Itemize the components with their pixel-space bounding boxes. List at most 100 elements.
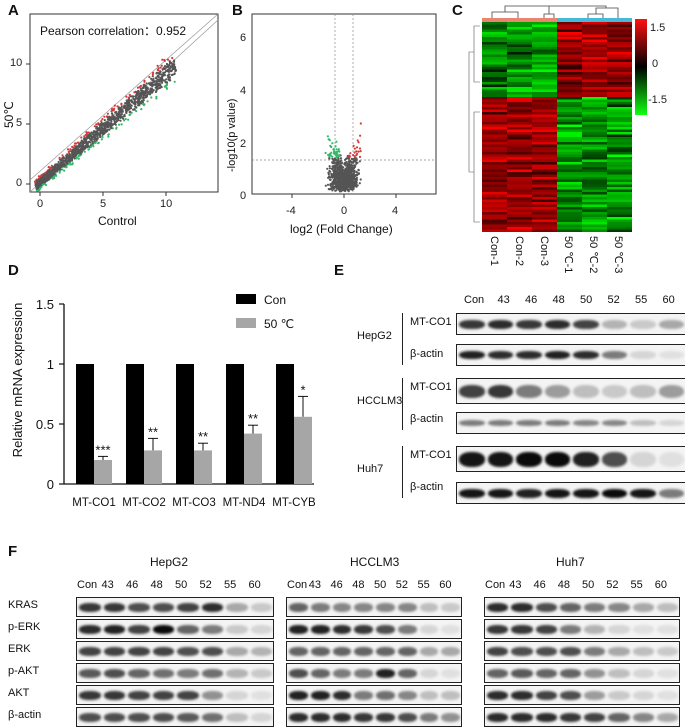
heatmap-cell xyxy=(482,197,507,200)
panel-f-lane-label: 46 xyxy=(330,579,343,591)
heatmap-cell xyxy=(607,204,632,208)
volcano-point xyxy=(333,150,336,153)
panel-f-blot xyxy=(76,619,274,639)
heatmap-cell xyxy=(532,169,557,173)
heatmap-cell xyxy=(532,74,557,78)
panel-f-lane-label: Con xyxy=(287,579,308,591)
significance-label: * xyxy=(300,382,305,397)
blot-band xyxy=(332,668,352,678)
heatmap-cell xyxy=(532,24,557,28)
scatter-point xyxy=(173,72,176,75)
panel-f-lane-label: 60 xyxy=(654,579,667,591)
heatmap-cell xyxy=(607,37,632,40)
heatmap-cell xyxy=(607,97,632,100)
blot-band xyxy=(487,319,513,329)
heatmap-cell xyxy=(607,67,632,70)
volcano-point xyxy=(347,175,350,178)
heatmap-cell xyxy=(482,164,507,168)
panel-f-blot xyxy=(286,707,462,727)
heatmap-cell xyxy=(557,179,582,183)
bar-heat xyxy=(244,433,262,484)
blot-band xyxy=(250,646,272,656)
heatmap-cell xyxy=(582,117,607,120)
heatmap-cell xyxy=(532,109,557,113)
heatmap-cell xyxy=(532,104,557,108)
volcano-point xyxy=(335,171,338,174)
panel-c-colorbar xyxy=(635,19,647,115)
panel-f-blot xyxy=(484,641,680,661)
scatter-point xyxy=(165,81,169,84)
panel-b-xtick-2: 4 xyxy=(392,205,399,217)
panel-c-cbar-bot: -1.5 xyxy=(648,94,667,106)
blot-band xyxy=(584,668,606,678)
heatmap-cell xyxy=(482,27,507,30)
scatter-point xyxy=(61,157,64,160)
heatmap-cell xyxy=(532,167,557,170)
heatmap-column-label: Con-3 xyxy=(538,236,550,266)
panel-f-lane-label: 46 xyxy=(126,579,139,591)
heatmap-cell xyxy=(532,22,557,25)
panel-c-heatmap xyxy=(482,22,632,232)
volcano-point xyxy=(350,157,353,160)
scatter-point xyxy=(147,82,150,85)
volcano-point xyxy=(324,151,327,155)
heatmap-cell xyxy=(482,87,507,90)
heatmap-cell xyxy=(582,107,607,110)
blot-band xyxy=(354,602,373,612)
scatter-point xyxy=(107,126,110,129)
heatmap-cell xyxy=(557,122,582,125)
heatmap-cell xyxy=(507,97,532,100)
volcano-point xyxy=(348,178,352,182)
scatter-point xyxy=(81,149,84,152)
volcano-point xyxy=(337,165,340,168)
blot-band xyxy=(376,712,395,722)
volcano-point xyxy=(339,171,342,174)
scatter-point xyxy=(76,141,80,144)
heatmap-cell xyxy=(482,39,507,43)
scatter-point xyxy=(79,152,82,155)
volcano-point xyxy=(350,160,353,163)
panel-e-lane-label: 48 xyxy=(552,294,565,306)
blot-band xyxy=(544,420,570,426)
scatter-point xyxy=(142,85,145,88)
heatmap-cell xyxy=(607,117,632,120)
heatmap-cell xyxy=(482,157,507,160)
heatmap-cell xyxy=(582,72,607,75)
heatmap-cell xyxy=(582,139,607,143)
blot-band xyxy=(441,602,460,612)
blot-band xyxy=(103,712,125,722)
heatmap-cell xyxy=(582,174,607,178)
heatmap-cell xyxy=(607,199,632,203)
blot-band xyxy=(128,690,150,700)
scatter-point xyxy=(108,118,111,121)
heatmap-cell xyxy=(582,22,607,25)
heatmap-cell xyxy=(607,69,632,73)
volcano-point xyxy=(333,159,336,162)
heatmap-cell xyxy=(607,217,632,220)
blot-band xyxy=(459,351,485,359)
panel-a-ytick-1: 5 xyxy=(16,117,23,129)
panel-e-lane-label: 46 xyxy=(525,294,538,306)
scatter-point xyxy=(116,105,119,108)
heatmap-cell xyxy=(557,34,582,38)
heatmap-cell xyxy=(607,127,632,130)
scatter-point xyxy=(58,168,61,171)
blot-band xyxy=(601,488,627,498)
y-tick-label: 0.5 xyxy=(36,417,54,432)
heatmap-cell xyxy=(582,54,607,58)
scatter-point xyxy=(151,75,154,78)
scatter-point xyxy=(69,148,72,151)
scatter-point xyxy=(171,56,174,60)
blot-band xyxy=(535,712,557,722)
heatmap-cell xyxy=(557,182,582,185)
heatmap-cell xyxy=(582,182,607,185)
blot-band xyxy=(79,690,101,700)
panel-e-lane-label: 55 xyxy=(635,294,648,306)
panel-c-row-dendrogram xyxy=(468,25,480,223)
heatmap-cell xyxy=(607,109,632,113)
scatter-point xyxy=(156,64,159,67)
blot-band xyxy=(177,624,199,634)
scatter-point xyxy=(100,127,103,130)
scatter-point xyxy=(116,118,119,121)
heatmap-cell xyxy=(557,222,582,225)
